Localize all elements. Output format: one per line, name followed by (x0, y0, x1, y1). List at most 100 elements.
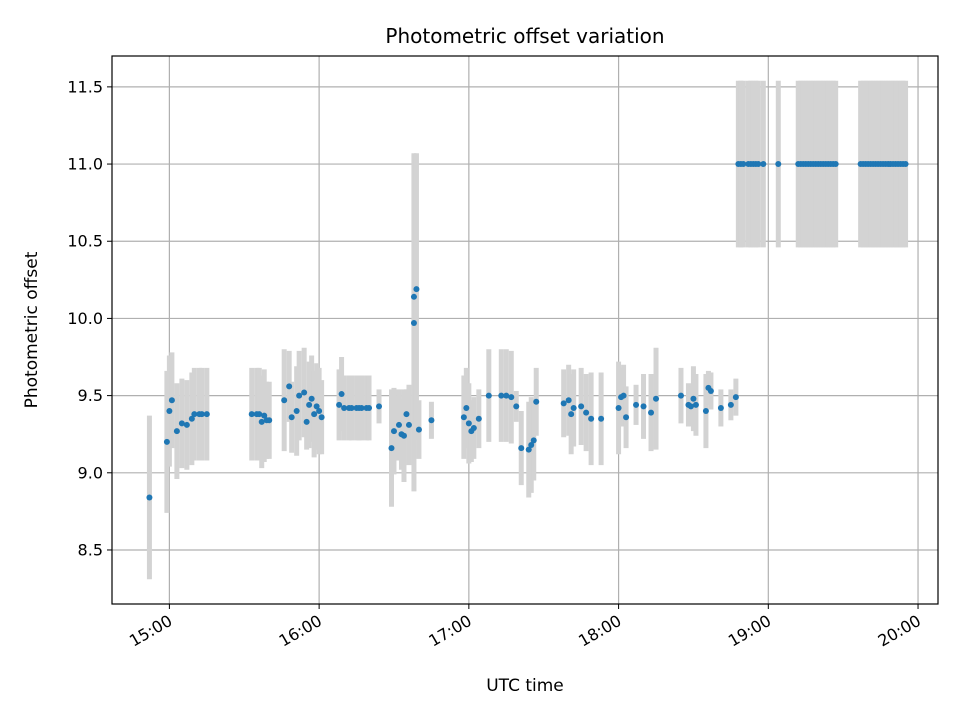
data-point (775, 161, 782, 168)
data-point (256, 411, 263, 418)
data-point (168, 397, 175, 404)
data-point (648, 409, 655, 416)
data-point (570, 404, 577, 411)
error-bars (146, 80, 909, 580)
data-point (173, 428, 180, 435)
data-point (336, 401, 343, 408)
data-point (727, 401, 734, 408)
data-point (503, 392, 510, 399)
data-point (460, 414, 467, 421)
data-point (410, 320, 417, 327)
y-tick-label: 9.0 (78, 463, 103, 482)
data-point (615, 404, 622, 411)
data-point (717, 404, 724, 411)
x-tick-label: 15:00 (126, 611, 175, 651)
data-point (415, 426, 422, 433)
data-point (348, 404, 355, 411)
data-point (687, 403, 694, 410)
data-point (465, 420, 472, 427)
y-axis-ticks: 8.5 9.0 9.5 10.0 10.5 11.0 11.5 (67, 77, 112, 559)
data-point (513, 403, 520, 410)
data-point (677, 392, 684, 399)
data-point (568, 411, 575, 418)
data-point (261, 412, 268, 419)
data-point (306, 401, 313, 408)
data-point (146, 494, 153, 501)
data-point (248, 411, 255, 418)
data-point (690, 395, 697, 402)
data-point (301, 389, 308, 396)
plot-area-frame (111, 55, 939, 605)
data-point (740, 161, 747, 168)
data-point (598, 415, 605, 422)
data-point (203, 411, 210, 418)
data-point (760, 161, 767, 168)
data-point (583, 409, 590, 416)
data-point (308, 395, 315, 402)
data-point (316, 408, 323, 415)
data-point (640, 403, 647, 410)
data-points (146, 161, 909, 501)
data-point (286, 383, 293, 390)
data-point (530, 437, 537, 444)
data-point (403, 411, 410, 418)
y-tick-label: 8.5 (78, 540, 103, 559)
data-point (188, 415, 195, 422)
data-point (428, 417, 435, 424)
data-point (318, 414, 325, 421)
y-tick-label: 11.5 (67, 77, 103, 96)
data-point (588, 415, 595, 422)
data-point (578, 403, 585, 410)
data-point (525, 446, 532, 453)
x-axis-ticks: 15:00 16:00 17:00 18:00 19:00 20:00 (126, 604, 924, 651)
data-point (358, 404, 365, 411)
y-tick-label: 11.0 (67, 155, 103, 174)
data-point (485, 392, 492, 399)
data-point (702, 408, 709, 415)
y-tick-label: 10.0 (67, 309, 103, 328)
chart-title: Photometric offset variation (385, 24, 664, 48)
data-point (183, 421, 190, 428)
data-point (191, 411, 198, 418)
data-point (410, 293, 417, 300)
data-point (178, 420, 185, 427)
data-point (288, 414, 295, 421)
data-point (565, 397, 572, 404)
data-point (518, 445, 525, 452)
data-point (528, 442, 535, 449)
data-point (653, 395, 660, 402)
data-point (755, 161, 762, 168)
data-point (533, 398, 540, 405)
data-point (395, 421, 402, 428)
data-point (498, 392, 505, 399)
data-point (463, 404, 470, 411)
data-point (341, 404, 348, 411)
y-axis-title: Photometric offset (22, 251, 42, 408)
data-point (620, 392, 627, 399)
data-point (281, 397, 288, 404)
data-point (266, 417, 273, 424)
data-point (902, 161, 909, 168)
y-tick-label: 9.5 (78, 386, 103, 405)
data-point (311, 411, 318, 418)
data-point (692, 401, 699, 408)
data-point (366, 404, 373, 411)
data-point (508, 394, 515, 401)
x-tick-label: 18:00 (575, 611, 624, 651)
data-point (198, 411, 205, 418)
data-point (388, 445, 395, 452)
data-point (313, 403, 320, 410)
data-point (166, 408, 173, 415)
data-point (390, 428, 397, 435)
data-point (475, 415, 482, 422)
data-point (338, 391, 345, 398)
data-point (633, 401, 640, 408)
x-axis-title: UTC time (486, 676, 564, 696)
data-point (623, 414, 630, 421)
data-point (560, 400, 567, 407)
data-point (707, 387, 714, 394)
data-point (732, 394, 739, 401)
data-point (296, 392, 303, 399)
x-tick-label: 16:00 (276, 611, 325, 651)
